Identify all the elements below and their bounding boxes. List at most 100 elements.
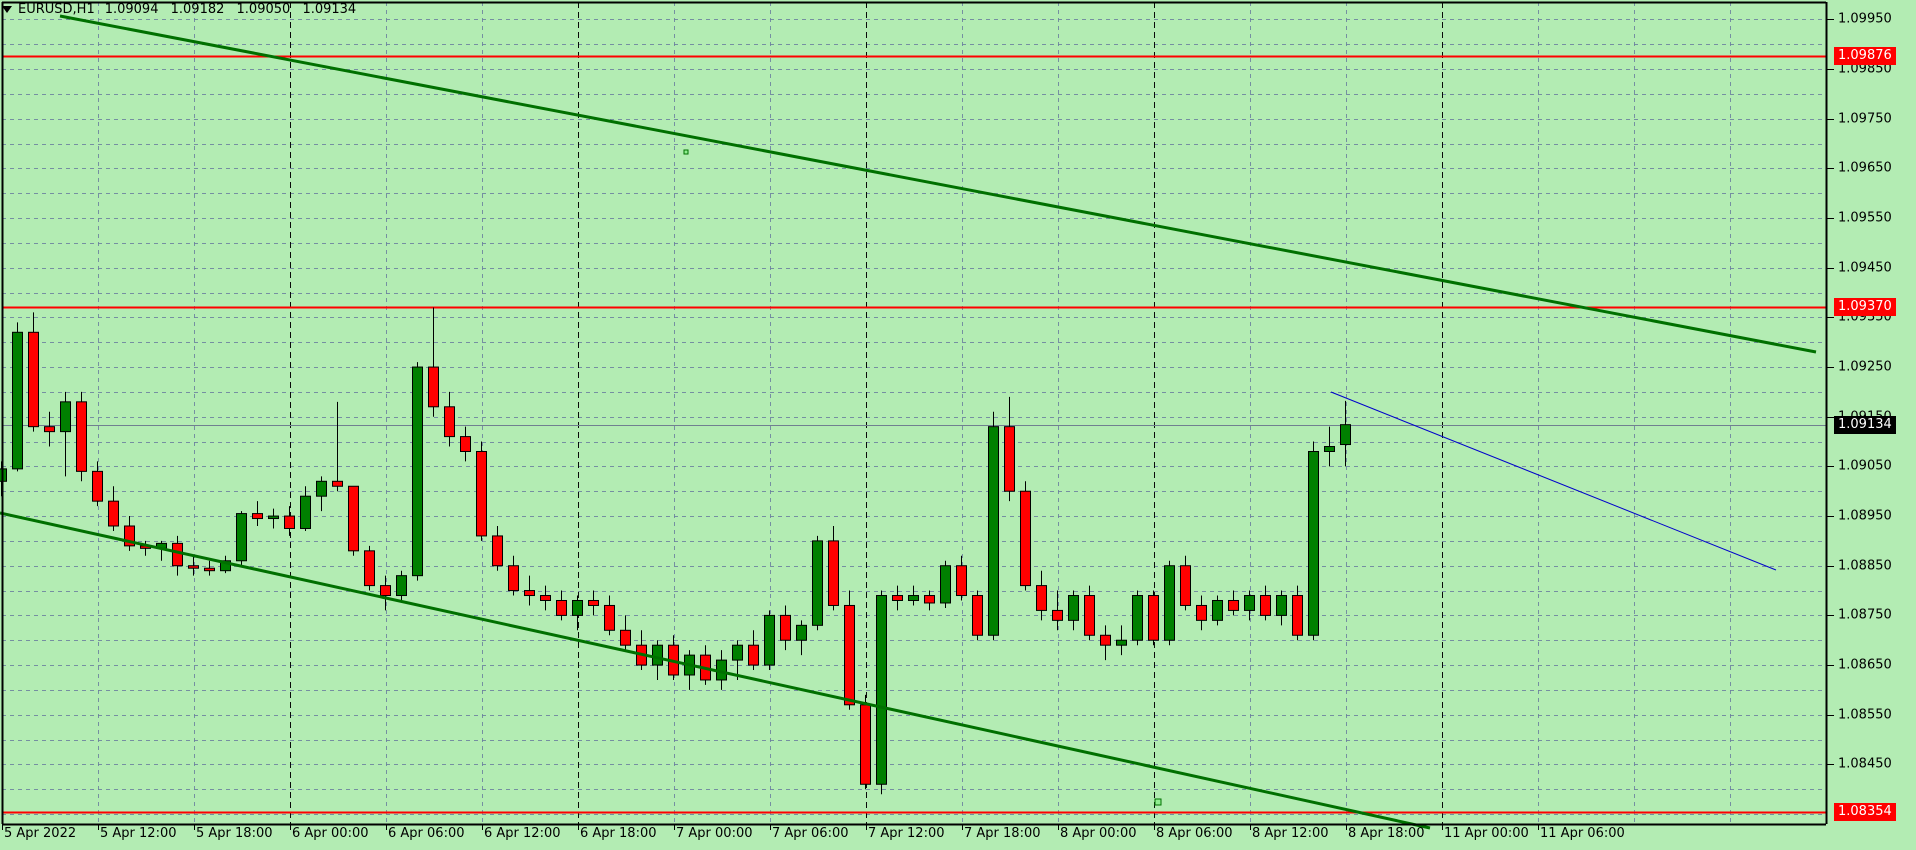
candlestick[interactable] xyxy=(652,640,663,680)
candlestick[interactable] xyxy=(1100,625,1111,661)
candlestick[interactable] xyxy=(604,595,615,636)
candlestick[interactable] xyxy=(300,486,311,531)
candle-body xyxy=(12,331,23,470)
candle-body xyxy=(540,595,551,601)
candlestick[interactable] xyxy=(796,620,807,656)
trendline-upper-descending-green[interactable] xyxy=(59,14,1817,354)
candlestick[interactable] xyxy=(476,441,487,541)
candlestick[interactable] xyxy=(812,535,823,631)
candlestick[interactable] xyxy=(1180,555,1191,611)
candlestick[interactable] xyxy=(1148,590,1159,646)
candlestick[interactable] xyxy=(396,570,407,601)
candlestick[interactable] xyxy=(12,322,23,472)
candlestick[interactable] xyxy=(1068,590,1079,631)
candlestick[interactable] xyxy=(956,555,967,601)
candlestick[interactable] xyxy=(1164,560,1175,646)
candlestick[interactable] xyxy=(556,590,567,621)
candlestick[interactable] xyxy=(460,426,471,462)
candlestick[interactable] xyxy=(108,486,119,531)
candlestick[interactable] xyxy=(428,307,439,417)
candlestick[interactable] xyxy=(908,585,919,606)
candlestick[interactable] xyxy=(1132,590,1143,646)
candlestick[interactable] xyxy=(988,411,999,641)
candlestick[interactable] xyxy=(1228,590,1239,616)
candlestick[interactable] xyxy=(1324,426,1335,467)
trendline-lower-descending-green[interactable] xyxy=(0,511,1431,830)
candlestick[interactable] xyxy=(572,595,583,631)
candlestick[interactable] xyxy=(1260,585,1271,621)
candlestick[interactable] xyxy=(364,545,375,591)
candlestick[interactable] xyxy=(124,516,135,551)
candlestick[interactable] xyxy=(220,555,231,574)
candlestick[interactable] xyxy=(252,501,263,526)
candlestick[interactable] xyxy=(748,630,759,671)
candlestick[interactable] xyxy=(764,610,775,671)
price-tag-red[interactable]: 1.09370 xyxy=(1834,298,1896,317)
candlestick[interactable] xyxy=(892,585,903,611)
candlestick[interactable] xyxy=(524,575,535,606)
triangle-down-icon[interactable] xyxy=(2,5,12,13)
candlestick[interactable] xyxy=(1292,585,1303,641)
candle-body xyxy=(172,542,183,567)
candlestick[interactable] xyxy=(1020,481,1031,591)
candlestick[interactable] xyxy=(444,391,455,447)
trendline-forecast-blue[interactable] xyxy=(1330,391,1777,571)
price-tag-red[interactable]: 1.09876 xyxy=(1834,47,1896,66)
candlestick[interactable] xyxy=(620,615,631,651)
candle-body xyxy=(460,436,471,452)
candlestick[interactable] xyxy=(588,590,599,616)
price-tag-black[interactable]: 1.09134 xyxy=(1834,415,1896,434)
candlestick[interactable] xyxy=(332,401,343,492)
candlestick[interactable] xyxy=(924,590,935,611)
candlestick[interactable] xyxy=(284,506,295,536)
candlestick[interactable] xyxy=(1308,441,1319,641)
candlestick[interactable] xyxy=(940,560,951,608)
candlestick[interactable] xyxy=(268,508,279,529)
candlestick[interactable] xyxy=(28,312,39,432)
candlestick[interactable] xyxy=(732,640,743,680)
candlestick[interactable] xyxy=(236,511,247,566)
candlestick[interactable] xyxy=(348,485,359,556)
candlestick[interactable] xyxy=(44,411,55,447)
candlestick[interactable] xyxy=(1340,400,1351,467)
time-axis-label: 11 Apr 06:00 xyxy=(1540,826,1625,841)
candlestick[interactable] xyxy=(188,555,199,576)
ohlc-open: 1.09094 xyxy=(104,1,159,17)
trendline-anchor-handle[interactable] xyxy=(683,149,689,155)
trendline-anchor-handle[interactable] xyxy=(1154,798,1162,806)
candle-body xyxy=(1036,585,1047,611)
candlestick[interactable] xyxy=(1116,625,1127,656)
candlestick[interactable] xyxy=(540,585,551,611)
candlestick[interactable] xyxy=(492,525,503,571)
candlestick[interactable] xyxy=(1084,585,1095,641)
ohlc-high: 1.09182 xyxy=(170,1,225,17)
candlestick[interactable] xyxy=(380,575,391,611)
candlestick[interactable] xyxy=(204,560,215,576)
candlestick[interactable] xyxy=(1196,595,1207,631)
candlestick[interactable] xyxy=(844,590,855,710)
candlestick[interactable] xyxy=(76,391,87,482)
candlestick[interactable] xyxy=(508,555,519,596)
candlestick[interactable] xyxy=(412,362,423,581)
candle-body xyxy=(1196,604,1207,621)
candlestick[interactable] xyxy=(1244,590,1255,621)
price-tag-red[interactable]: 1.08354 xyxy=(1834,803,1896,822)
candlestick[interactable] xyxy=(972,590,983,641)
candlestick[interactable] xyxy=(1276,590,1287,626)
candlestick[interactable] xyxy=(780,605,791,651)
candlestick[interactable] xyxy=(316,476,327,512)
candlestick[interactable] xyxy=(60,391,71,477)
candlestick[interactable] xyxy=(1212,595,1223,626)
candle-body xyxy=(1260,595,1271,616)
candlestick[interactable] xyxy=(876,590,887,795)
candlestick[interactable] xyxy=(92,461,103,507)
candle-body xyxy=(476,450,487,537)
candlestick[interactable] xyxy=(1052,590,1063,631)
candlestick[interactable] xyxy=(1036,570,1047,621)
candlestick[interactable] xyxy=(860,694,871,790)
candlestick[interactable] xyxy=(1004,396,1015,502)
candlestick[interactable] xyxy=(828,525,839,611)
candle-body xyxy=(316,480,327,497)
